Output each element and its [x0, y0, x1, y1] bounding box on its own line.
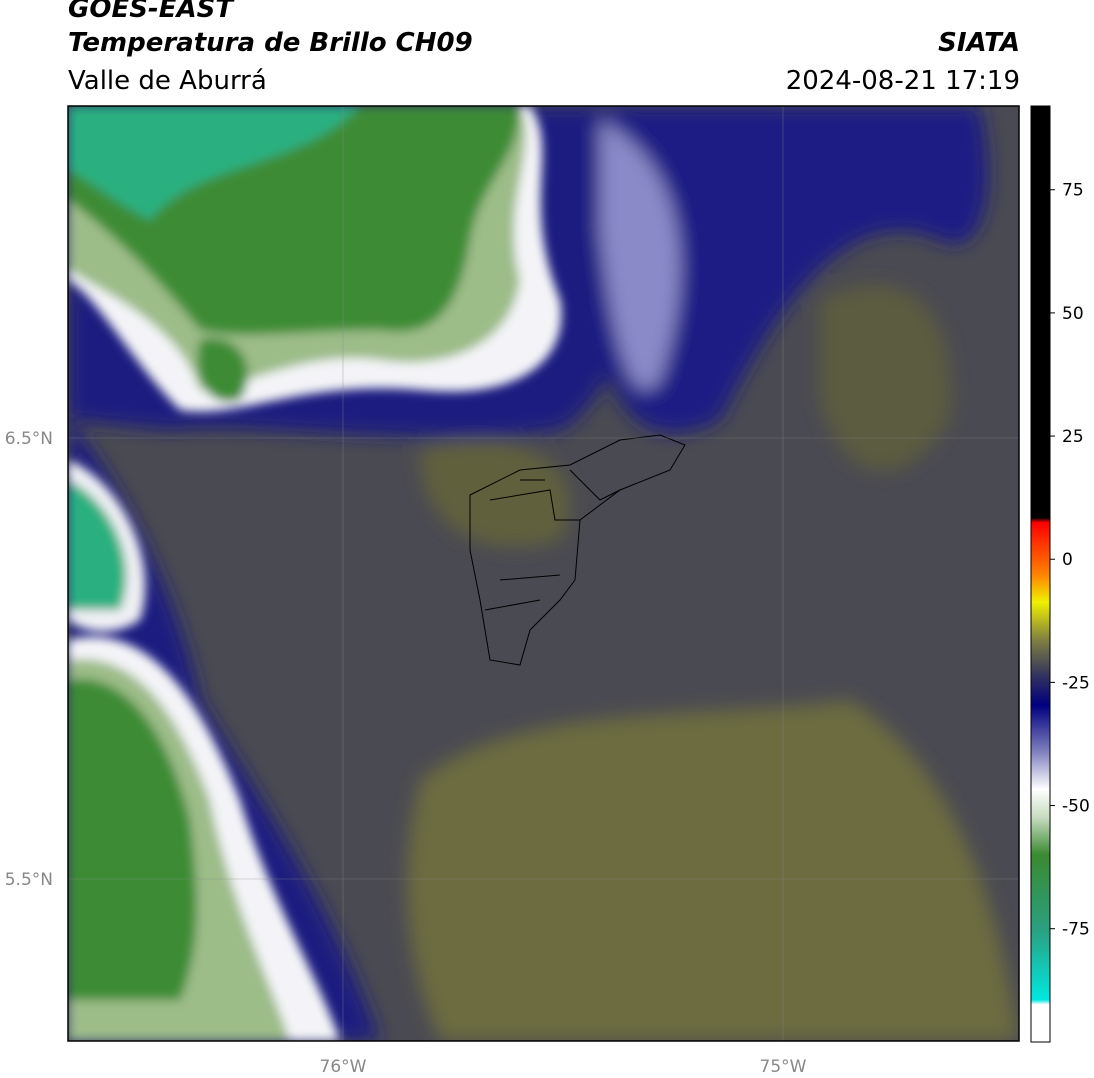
colorbar-tick-label: -75: [1062, 920, 1090, 940]
datetime: 2024-08-21 17:19: [785, 66, 1020, 96]
colorbar-tick-label: -25: [1062, 673, 1090, 693]
lat-label: 6.5°N: [5, 429, 53, 449]
source: SIATA: [938, 28, 1020, 58]
colorbar-tick-label: 50: [1062, 304, 1084, 324]
region: Valle de Aburrá: [68, 66, 267, 96]
subtitle: Temperatura de Brillo CH09: [68, 28, 473, 58]
colorbar-tick-label: 75: [1062, 181, 1084, 201]
colorbar-tick-label: -50: [1062, 797, 1090, 817]
colorbar-tick-label: 25: [1062, 427, 1084, 447]
lat-label: 5.5°N: [5, 870, 53, 890]
lon-label: 75°W: [760, 1057, 807, 1077]
colorbar-tick-label: 0: [1062, 550, 1073, 570]
title: GOES-EAST: [68, 0, 234, 24]
colorbar: [1030, 105, 1051, 1043]
map-frame: [67, 105, 1020, 1042]
graticule: [68, 106, 1019, 1041]
satellite-image: [68, 106, 1019, 1041]
lon-label: 76°W: [320, 1057, 367, 1077]
